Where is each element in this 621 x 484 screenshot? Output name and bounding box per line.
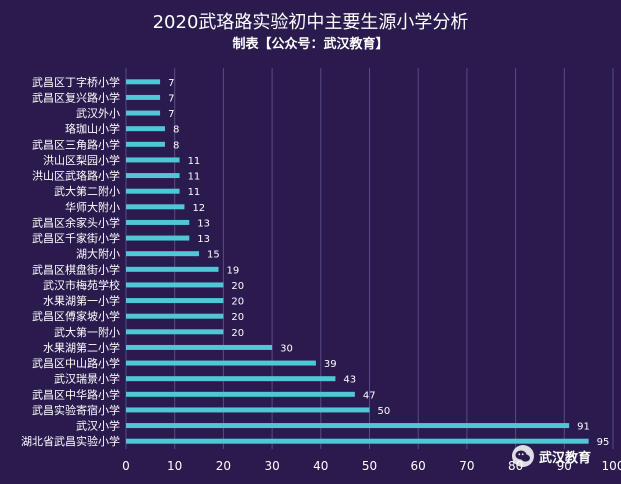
x-tick-label: 100 [602,459,621,473]
x-tick-label: 10 [167,459,182,473]
data-label: 13 [197,234,210,245]
data-label: 39 [324,359,337,370]
category-label: 武汉外小 [76,107,120,120]
category-label: 武大第二附小 [54,184,120,198]
data-label: 11 [188,172,201,183]
x-tick-label: 60 [411,459,426,473]
category-label: 武昌实验寄宿小学 [32,403,120,417]
bar [126,391,355,397]
category-label: 湖大附小 [76,247,120,261]
data-label: 7 [168,109,174,120]
bar [126,344,273,350]
data-label: 13 [197,218,210,229]
watermark-text: 武汉教育 [539,450,592,466]
bar [126,329,224,335]
category-label: 武汉小学 [76,419,120,433]
category-label: 珞珈山小学 [65,122,120,136]
bar [126,188,180,194]
data-label: 20 [231,281,244,292]
category-label: 武汉市梅苑学校 [43,278,120,292]
data-label: 11 [188,187,201,198]
bar [126,360,316,366]
bar [126,376,336,382]
bar [126,438,589,444]
bar [126,141,165,147]
category-label: 华师大附小 [65,200,120,214]
x-tick-label: 0 [122,459,130,473]
wechat-icon [512,445,534,467]
data-label: 50 [378,406,391,417]
x-tick-label: 20 [216,459,231,473]
bar [126,407,370,413]
data-label: 20 [231,328,244,339]
bar [126,282,224,288]
bar [126,298,224,304]
category-label: 洪山区梨园小学 [43,153,120,167]
bar [126,110,161,116]
category-label: 武汉瑞景小学 [54,372,120,386]
data-label: 47 [363,390,376,401]
bar [126,204,185,210]
bar [126,235,190,241]
bar [126,126,165,132]
category-label: 武昌区傅家坡小学 [32,309,120,323]
x-tick-label: 50 [362,459,377,473]
data-label: 15 [207,250,220,261]
category-label: 武昌区棋盘街小学 [32,262,120,276]
bar [126,423,570,429]
bar [126,173,180,179]
bar [126,313,224,319]
bar [126,219,190,225]
x-tick-label: 40 [313,459,328,473]
category-label: 洪山区武珞路小学 [32,169,120,183]
data-label: 20 [231,312,244,323]
data-label: 8 [173,140,179,151]
category-label: 武昌区复兴路小学 [32,90,120,104]
bar [126,266,219,272]
data-label: 43 [343,375,356,386]
category-label: 武昌区丁字桥小学 [32,75,120,89]
bar [126,157,180,163]
bar [126,94,161,100]
x-tick-label: 90 [557,459,572,473]
category-label: 武昌区三角路小学 [32,137,120,151]
category-label: 武昌区千家街小学 [32,231,120,245]
watermark: 武汉教育 [512,445,591,467]
category-label: 武昌区中华路小学 [32,387,120,401]
chart-subtitle: 制表【公众号：武汉教育】 [232,37,389,52]
data-label: 12 [192,203,205,214]
category-label: 湖北省武昌实验小学 [21,434,120,448]
data-label: 7 [168,93,174,104]
data-label: 8 [173,125,179,136]
data-label: 91 [577,422,590,433]
data-label: 95 [597,437,610,448]
bar [126,79,161,85]
category-label: 水果湖第一小学 [43,294,120,308]
category-label: 武昌区余家头小学 [32,215,120,229]
chart-title: 2020武珞路实验初中主要生源小学分析 [152,12,469,33]
x-tick-label: 30 [264,459,279,473]
data-label: 11 [188,156,201,167]
data-label: 19 [227,265,240,276]
data-label: 7 [168,78,174,89]
data-label: 20 [231,297,244,308]
category-label: 武大第一附小 [54,325,120,339]
bar [126,251,200,257]
data-label: 30 [280,343,293,354]
category-label: 武昌区中山路小学 [32,356,120,370]
category-label: 水果湖第二小学 [43,340,120,354]
x-tick-label: 70 [459,459,474,473]
